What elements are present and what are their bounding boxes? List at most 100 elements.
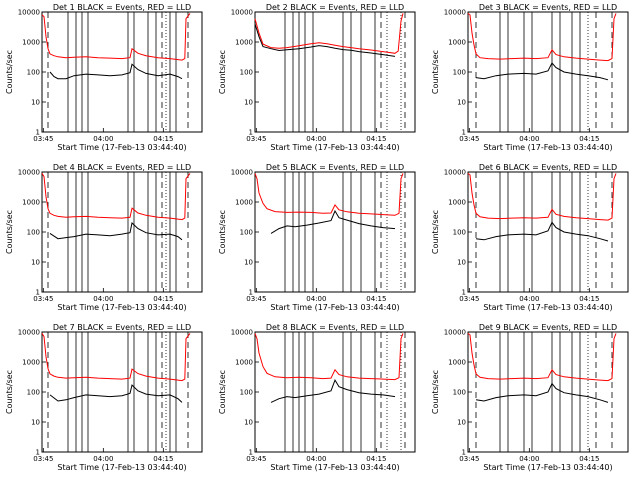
y-tick-label: 1 bbox=[249, 129, 253, 137]
x-axis-label: Start Time (17-Feb-13 03:44:40) bbox=[270, 143, 399, 152]
detector-panel-7: Det 7 BLACK = Events, RED = LLD 03:45 04:0… bbox=[5, 323, 203, 472]
series-lld-line bbox=[467, 172, 617, 221]
detector-panel-3: Det 3 BLACK = Events, RED = LLD 03:45 04:0… bbox=[431, 3, 629, 152]
y-tick-label: 1 bbox=[462, 449, 466, 457]
y-axis-label: Counts/sec bbox=[218, 50, 227, 94]
y-tick-label: 10 bbox=[244, 99, 253, 107]
panel-title: Det 5 BLACK = Events, RED = LLD bbox=[266, 163, 404, 172]
y-tick-label: 10000 bbox=[444, 329, 466, 337]
series-events-line bbox=[270, 209, 396, 234]
x-tick-label: 03:45 bbox=[246, 135, 266, 143]
y-tick-label: 10 bbox=[31, 99, 40, 107]
y-axis-label: Counts/sec bbox=[431, 210, 440, 254]
series-events-line bbox=[49, 63, 183, 80]
x-tick-label: 04:00 bbox=[519, 295, 539, 303]
plot-frame bbox=[41, 171, 203, 293]
x-tick-label: 04:00 bbox=[306, 135, 326, 143]
y-tick-label: 10 bbox=[457, 259, 466, 267]
y-tick-label: 1000 bbox=[448, 199, 466, 207]
plot-frame bbox=[41, 331, 203, 453]
x-tick-label: 04:00 bbox=[93, 295, 113, 303]
series-events-line bbox=[49, 384, 183, 403]
y-axis-label: Counts/sec bbox=[218, 210, 227, 254]
series-events-line bbox=[49, 222, 183, 241]
panel-title: Det 4 BLACK = Events, RED = LLD bbox=[53, 163, 191, 172]
panel-title: Det 9 BLACK = Events, RED = LLD bbox=[479, 323, 617, 332]
series-events-line bbox=[475, 62, 609, 81]
y-tick-label: 1 bbox=[36, 449, 40, 457]
x-tick-label: 03:45 bbox=[459, 135, 479, 143]
x-tick-label: 04:15 bbox=[153, 455, 173, 463]
panel-title: Det 8 BLACK = Events, RED = LLD bbox=[266, 323, 404, 332]
x-tick-label: 04:15 bbox=[153, 135, 173, 143]
x-tick-label: 04:00 bbox=[306, 455, 326, 463]
x-tick-label: 04:00 bbox=[306, 295, 326, 303]
y-tick-label: 10000 bbox=[231, 329, 253, 337]
y-tick-label: 1000 bbox=[448, 359, 466, 367]
series-lld-line bbox=[467, 332, 617, 382]
panel-title: Det 1 BLACK = Events, RED = LLD bbox=[53, 3, 191, 12]
panel-title: Det 6 BLACK = Events, RED = LLD bbox=[479, 163, 617, 172]
y-tick-label: 100 bbox=[27, 229, 40, 237]
y-tick-label: 1000 bbox=[448, 39, 466, 47]
y-tick-label: 100 bbox=[240, 389, 253, 397]
detector-panel-2: Det 2 BLACK = Events, RED = LLD 03:45 04:0… bbox=[218, 3, 416, 152]
x-axis-label: Start Time (17-Feb-13 03:44:40) bbox=[57, 303, 186, 312]
y-axis-label: Counts/sec bbox=[431, 370, 440, 414]
panel-title: Det 2 BLACK = Events, RED = LLD bbox=[266, 3, 404, 12]
y-tick-label: 10000 bbox=[444, 169, 466, 177]
y-tick-label: 10 bbox=[31, 419, 40, 427]
series-lld-line bbox=[41, 13, 191, 61]
x-tick-label: 03:45 bbox=[246, 295, 266, 303]
series-events-line bbox=[475, 221, 609, 242]
y-tick-label: 10000 bbox=[444, 9, 466, 17]
y-axis-label: Counts/sec bbox=[5, 370, 14, 414]
y-axis-label: Counts/sec bbox=[5, 50, 14, 94]
series-lld-line bbox=[41, 333, 191, 382]
y-tick-label: 100 bbox=[27, 69, 40, 77]
series-lld-line bbox=[41, 173, 191, 221]
x-tick-label: 04:15 bbox=[366, 135, 386, 143]
y-tick-label: 1000 bbox=[235, 359, 253, 367]
y-tick-label: 10000 bbox=[18, 169, 40, 177]
series-lld-line bbox=[467, 12, 617, 62]
detector-panel-1: Det 1 BLACK = Events, RED = LLD 03:45 04:0… bbox=[5, 3, 203, 152]
x-axis-label: Start Time (17-Feb-13 03:44:40) bbox=[483, 463, 612, 472]
y-tick-label: 1 bbox=[249, 449, 253, 457]
x-tick-label: 04:15 bbox=[579, 135, 599, 143]
series-lld-line bbox=[254, 333, 404, 381]
x-tick-label: 04:00 bbox=[93, 455, 113, 463]
series-events-line bbox=[254, 23, 396, 57]
x-tick-label: 04:15 bbox=[579, 455, 599, 463]
y-tick-label: 10 bbox=[244, 419, 253, 427]
panel-title: Det 3 BLACK = Events, RED = LLD bbox=[479, 3, 617, 12]
y-axis-label: Counts/sec bbox=[5, 210, 14, 254]
x-tick-label: 03:45 bbox=[246, 455, 266, 463]
y-tick-label: 10 bbox=[31, 259, 40, 267]
detector-panel-9: Det 9 BLACK = Events, RED = LLD 03:45 04:0… bbox=[431, 323, 629, 472]
x-tick-label: 03:45 bbox=[459, 295, 479, 303]
y-tick-label: 1000 bbox=[22, 359, 40, 367]
y-tick-label: 1000 bbox=[22, 199, 40, 207]
y-tick-label: 10 bbox=[244, 259, 253, 267]
series-events-line bbox=[270, 378, 396, 403]
y-tick-label: 100 bbox=[240, 69, 253, 77]
y-tick-label: 1000 bbox=[235, 199, 253, 207]
y-tick-label: 100 bbox=[240, 229, 253, 237]
y-tick-label: 10000 bbox=[18, 329, 40, 337]
x-tick-label: 03:45 bbox=[33, 295, 53, 303]
series-lld-line bbox=[254, 13, 404, 54]
plot-frame bbox=[254, 331, 416, 453]
x-tick-label: 04:15 bbox=[579, 295, 599, 303]
x-axis-label: Start Time (17-Feb-13 03:44:40) bbox=[270, 463, 399, 472]
series-events-line bbox=[475, 382, 609, 403]
x-tick-label: 03:45 bbox=[33, 135, 53, 143]
y-axis-label: Counts/sec bbox=[218, 370, 227, 414]
y-tick-label: 1 bbox=[462, 289, 466, 297]
x-axis-label: Start Time (17-Feb-13 03:44:40) bbox=[270, 303, 399, 312]
y-tick-label: 1 bbox=[36, 289, 40, 297]
y-tick-label: 1 bbox=[249, 289, 253, 297]
y-tick-label: 1 bbox=[462, 129, 466, 137]
y-axis-label: Counts/sec bbox=[431, 50, 440, 94]
